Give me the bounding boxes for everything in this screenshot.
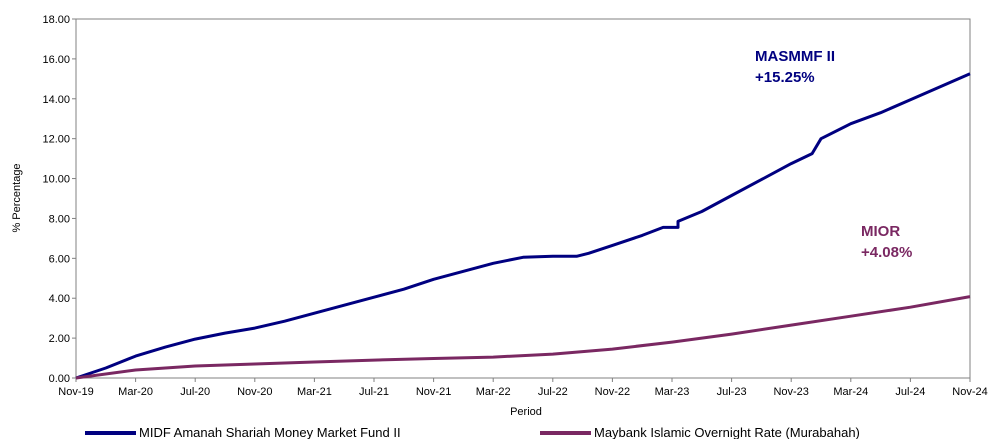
annotation-mior-value: +4.08% <box>861 244 912 261</box>
y-tick-label: 14.00 <box>42 94 70 106</box>
x-tick-label: Jul-23 <box>717 386 747 398</box>
x-tick-label: Nov-20 <box>237 386 272 398</box>
legend: MIDF Amanah Shariah Money Market Fund II… <box>85 425 860 439</box>
x-tick-label: Jul-21 <box>359 386 389 398</box>
x-tick-label: Mar-22 <box>476 386 511 398</box>
x-tick-label: Jul-22 <box>538 386 568 398</box>
annotation-mior-label: MIOR <box>861 223 900 240</box>
annotation-mior: MIOR +4.08% <box>861 223 912 261</box>
y-axis-title: % Percentage <box>11 163 23 232</box>
y-tick-label: 16.00 <box>42 54 70 66</box>
x-tick-label: Nov-23 <box>773 386 808 398</box>
legend-item-masmmf: MIDF Amanah Shariah Money Market Fund II <box>85 425 401 439</box>
y-tick-label: 4.00 <box>49 293 70 305</box>
legend-item-mior: Maybank Islamic Overnight Rate (Murabaha… <box>540 425 860 439</box>
plot-area <box>75 18 971 379</box>
x-tick-label: Nov-24 <box>952 386 987 398</box>
annotation-masmmf-label: MASMMF II <box>755 48 835 65</box>
x-tick-label: Jul-24 <box>895 386 925 398</box>
annotation-masmmf: MASMMF II +15.25% <box>755 48 835 86</box>
y-tick-label: 12.00 <box>42 134 70 146</box>
y-tick-label: 8.00 <box>49 213 70 225</box>
y-tick-label: 10.00 <box>42 174 70 186</box>
x-tick-label: Mar-24 <box>833 386 868 398</box>
legend-label-masmmf: MIDF Amanah Shariah Money Market Fund II <box>139 425 401 439</box>
series-layer <box>75 72 971 380</box>
y-tick-label: 6.00 <box>49 253 70 265</box>
series-line-masmmf <box>75 72 971 380</box>
x-tick-label: Mar-20 <box>118 386 153 398</box>
x-tick-label: Jul-20 <box>180 386 210 398</box>
annotation-masmmf-value: +15.25% <box>755 69 815 86</box>
legend-label-mior: Maybank Islamic Overnight Rate (Murabaha… <box>594 425 860 439</box>
x-tick-label: Nov-22 <box>595 386 630 398</box>
x-axis-ticks: Nov-19 Mar-20 Jul-20 Nov-20 Mar-21 Jul-21 Nov-… <box>58 378 988 398</box>
series-line-mior <box>75 295 971 380</box>
x-tick-label: Nov-19 <box>58 386 93 398</box>
y-tick-label: 2.00 <box>49 333 70 345</box>
y-tick-label: 18.00 <box>42 14 70 26</box>
x-tick-label: Mar-21 <box>297 386 332 398</box>
y-axis-ticks: 0.00 2.00 4.00 6.00 8.00 10.00 12.00 14.00 16.00… <box>42 14 76 385</box>
x-axis-title: Period <box>510 406 542 418</box>
x-tick-label: Mar-23 <box>655 386 690 398</box>
x-tick-label: Nov-21 <box>416 386 451 398</box>
y-tick-label: 0.00 <box>49 373 70 385</box>
